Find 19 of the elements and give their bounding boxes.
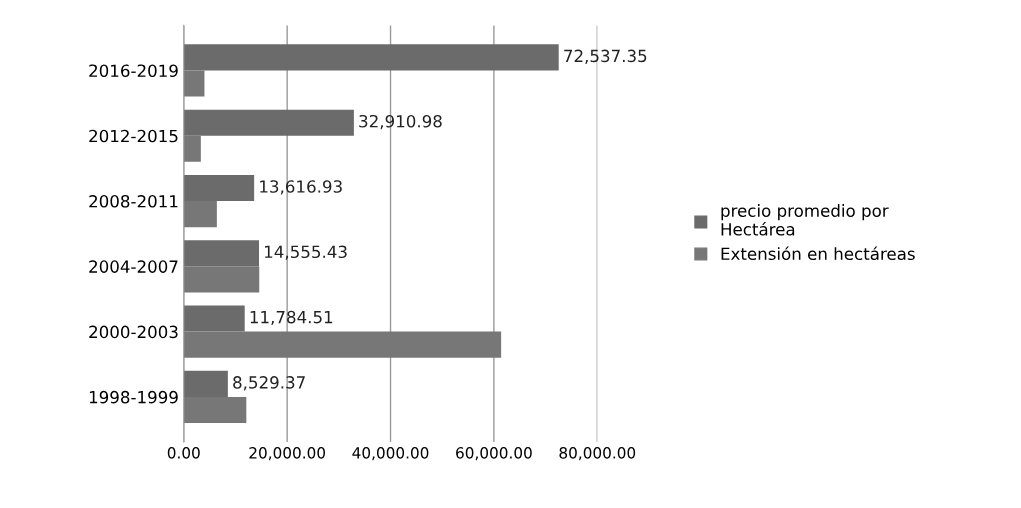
x-tick-label: 60,000.00 (456, 447, 532, 461)
x-tick-label: 0.00 (167, 447, 200, 459)
data-label: 13,616.93 (260, 180, 342, 195)
y-tick-label: 2008-2011 (89, 195, 178, 208)
data-label: 14,555.43 (265, 245, 347, 260)
x-tick-label: 20,000.00 (249, 447, 326, 461)
y-tick-label: 1998-1999 (89, 390, 178, 404)
y-tick-label: 2000-2003 (89, 325, 178, 339)
legend-label: Extensión en hectáreas (721, 246, 915, 261)
data-label: 8,529.37 (233, 376, 305, 391)
y-tick-label: 2016-2019 (89, 64, 178, 78)
x-tick-label: 80,000.00 (559, 447, 636, 461)
legend-label: precio promedio por Hectárea (721, 204, 889, 236)
y-tick-label: 2012-2015 (89, 129, 178, 143)
x-tick-label: 40,000.00 (352, 447, 429, 461)
y-tick-label: 2004-2007 (89, 260, 178, 273)
data-label: 32,910.98 (359, 114, 442, 130)
data-label: 11,784.51 (250, 310, 333, 326)
data-label: 72,537.35 (564, 49, 647, 64)
